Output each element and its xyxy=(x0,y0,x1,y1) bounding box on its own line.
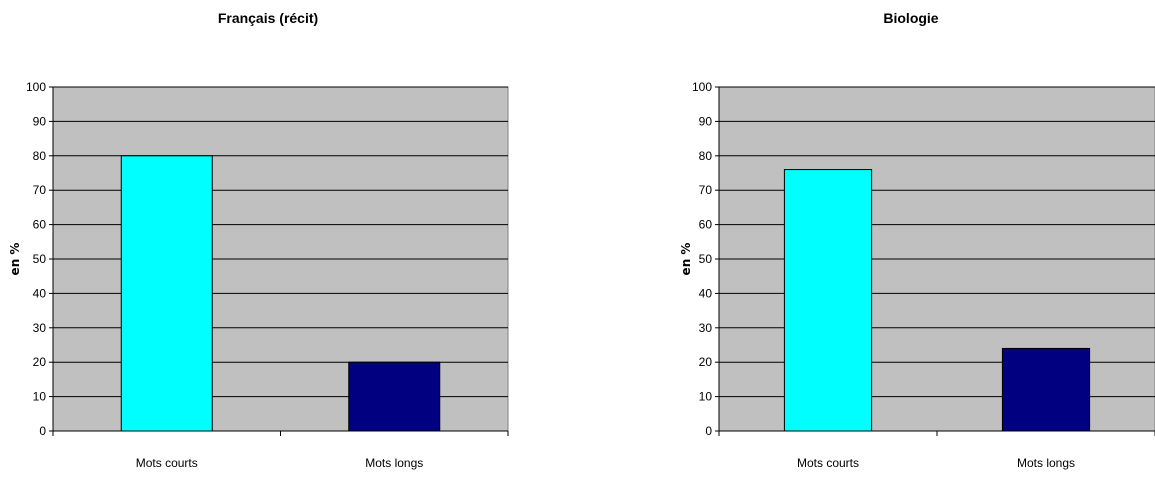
chart-1-y-axis-label: en % xyxy=(8,243,22,276)
x-category-label: Mots longs xyxy=(365,456,423,470)
y-tick-label: 100 xyxy=(692,80,712,94)
chart-2: Biologie en % 0 10 20 30 40 50 60 70 80 90 100 Mots… xyxy=(679,10,1155,470)
x-category-label: Mots courts xyxy=(797,456,859,470)
y-tick-label: 70 xyxy=(33,183,47,197)
y-tick-label: 50 xyxy=(699,252,713,266)
chart-1: Français (récit) en % 0 10 20 30 40 50 60 70 80 9… xyxy=(8,10,509,470)
y-tick-label: 20 xyxy=(33,355,47,369)
y-tick-label: 60 xyxy=(33,218,47,232)
x-category-label: Mots courts xyxy=(136,456,198,470)
y-tick-label: 90 xyxy=(33,114,47,128)
chart-1-title: Français (récit) xyxy=(218,10,318,26)
chart-1-plot-area: 0 10 20 30 40 50 60 70 80 90 100 Mots courts Mots lo… xyxy=(26,80,509,470)
y-tick-label: 80 xyxy=(33,149,47,163)
bar-mots-longs xyxy=(1001,347,1091,432)
y-tick-label: 90 xyxy=(699,114,713,128)
y-tick-label: 60 xyxy=(699,218,713,232)
y-tick-label: 0 xyxy=(705,424,712,438)
bar-mots-courts xyxy=(783,169,873,432)
chart-2-y-axis-label: en % xyxy=(679,243,693,276)
y-tick-label: 10 xyxy=(699,390,713,404)
y-tick-label: 40 xyxy=(33,286,47,300)
bar-mots-longs xyxy=(348,361,441,432)
y-tick-label: 30 xyxy=(699,321,713,335)
x-category-label: Mots longs xyxy=(1017,456,1075,470)
y-tick-label: 50 xyxy=(33,252,47,266)
y-tick-label: 20 xyxy=(699,355,713,369)
y-tick-label: 40 xyxy=(699,286,713,300)
y-tick-label: 0 xyxy=(39,424,46,438)
bar-mots-courts xyxy=(120,155,213,432)
y-tick-label: 70 xyxy=(699,183,713,197)
chart-2-plot-area: 0 10 20 30 40 50 60 70 80 90 100 Mots courts Mots lo… xyxy=(692,80,1155,470)
chart-2-title: Biologie xyxy=(883,10,938,26)
y-tick-label: 10 xyxy=(33,390,47,404)
y-tick-label: 80 xyxy=(699,149,713,163)
y-tick-label: 100 xyxy=(26,80,46,94)
y-tick-label: 30 xyxy=(33,321,47,335)
